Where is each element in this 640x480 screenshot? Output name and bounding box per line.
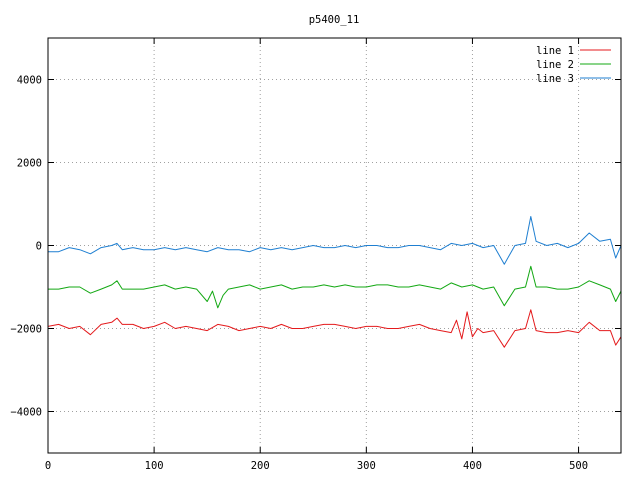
plot-frame (47, 37, 622, 454)
series-lines (47, 216, 622, 348)
x-tick-label: 300 (357, 460, 376, 472)
legend-label-3: line 3 (536, 73, 574, 85)
x-tick-label: 200 (251, 460, 270, 472)
grid-lines (48, 38, 621, 453)
x-tick-label: 0 (45, 460, 51, 472)
y-tick-label: −4000 (10, 407, 42, 419)
x-tick-label: 400 (463, 460, 482, 472)
series-line-1 (47, 309, 622, 348)
y-tick-label: 4000 (17, 75, 42, 87)
legend-label-1: line 1 (536, 45, 574, 57)
chart-title: p5400_11 (309, 14, 360, 26)
x-tick-label: 100 (145, 460, 164, 472)
axis-ticks: 0 100 200 300 400 500 −4000 −2000 0 2000 4000 (10, 38, 621, 472)
legend-label-2: line 2 (536, 59, 574, 71)
y-tick-label: −2000 (10, 324, 42, 336)
series-line-3 (48, 216, 622, 265)
x-tick-label: 500 (569, 460, 588, 472)
legend: line 1 line 2 line 3 (536, 45, 611, 85)
y-tick-label: 2000 (17, 158, 42, 170)
y-tick-label: 0 (36, 241, 42, 253)
series-line-2 (48, 265, 622, 309)
